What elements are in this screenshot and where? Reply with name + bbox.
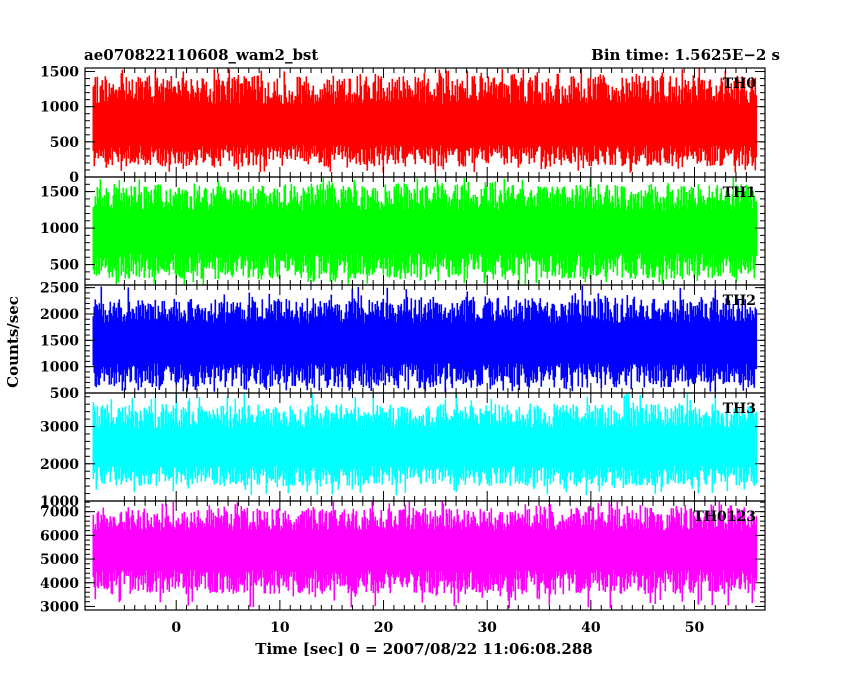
panel-label-th2: TH2 bbox=[723, 293, 756, 309]
y-tick-label: 1500 bbox=[40, 185, 79, 201]
y-tick-label: 1000 bbox=[40, 100, 79, 116]
panel-label-th0123: TH0123 bbox=[693, 509, 756, 525]
y-tick-label: 500 bbox=[50, 258, 79, 274]
y-tick-label: 1000 bbox=[40, 221, 79, 237]
x-tick-label: 10 bbox=[270, 620, 290, 636]
x-tick-label: 30 bbox=[477, 620, 497, 636]
panel-label-th0: TH0 bbox=[723, 76, 757, 92]
y-tick-label: 3000 bbox=[40, 420, 79, 436]
x-tick-label: 0 bbox=[171, 620, 181, 636]
y-tick-label: 1500 bbox=[40, 333, 79, 349]
y-tick-label: 5000 bbox=[40, 552, 79, 568]
series-trace-th3 bbox=[92, 393, 758, 495]
series-trace-th2 bbox=[92, 285, 758, 392]
series-trace-th0 bbox=[92, 68, 758, 173]
y-tick-label: 6000 bbox=[40, 528, 79, 544]
y-tick-label: 1000 bbox=[40, 360, 79, 376]
chart-title-right: Bin time: 1.5625E−2 s bbox=[591, 46, 780, 64]
y-tick-label: 0 bbox=[69, 170, 79, 186]
panel-th0123: 3000 4000 5000 6000 7000 TH0123 bbox=[40, 500, 766, 615]
x-axis-label: Time [sec] 0 = 2007/08/22 11:06:08.288 bbox=[255, 640, 592, 658]
panel-th0: 0 500 1000 1500 TH0 bbox=[40, 65, 766, 186]
panel-label-th3: TH3 bbox=[723, 401, 756, 417]
y-tick-label: 500 bbox=[50, 135, 79, 151]
x-tick-label: 40 bbox=[581, 620, 601, 636]
y-tick-label: 1500 bbox=[40, 65, 79, 81]
y-tick-label: 4000 bbox=[40, 576, 79, 592]
series-trace-th0123 bbox=[92, 501, 758, 609]
panel-th1: 500 1000 1500 TH1 bbox=[40, 176, 766, 286]
panel-th2: 500 1000 1500 2000 2500 TH2 bbox=[40, 281, 766, 402]
y-tick-label: 2000 bbox=[40, 307, 79, 323]
x-tick-label: 50 bbox=[685, 620, 705, 636]
x-tick-label: 20 bbox=[374, 620, 394, 636]
y-tick-label: 500 bbox=[50, 386, 79, 402]
y-tick-label: 1000 bbox=[40, 494, 79, 510]
series-trace-th1 bbox=[92, 177, 758, 285]
y-tick-label: 7000 bbox=[40, 505, 79, 521]
y-tick-label: 3000 bbox=[40, 599, 79, 615]
y-axis-label: Counts/sec bbox=[4, 296, 22, 388]
y-tick-label: 2500 bbox=[40, 281, 79, 297]
panel-label-th1: TH1 bbox=[723, 185, 756, 201]
y-tick-label: 2000 bbox=[40, 457, 79, 473]
chart-title-left: ae070822110608_wam2_bst bbox=[84, 46, 318, 64]
